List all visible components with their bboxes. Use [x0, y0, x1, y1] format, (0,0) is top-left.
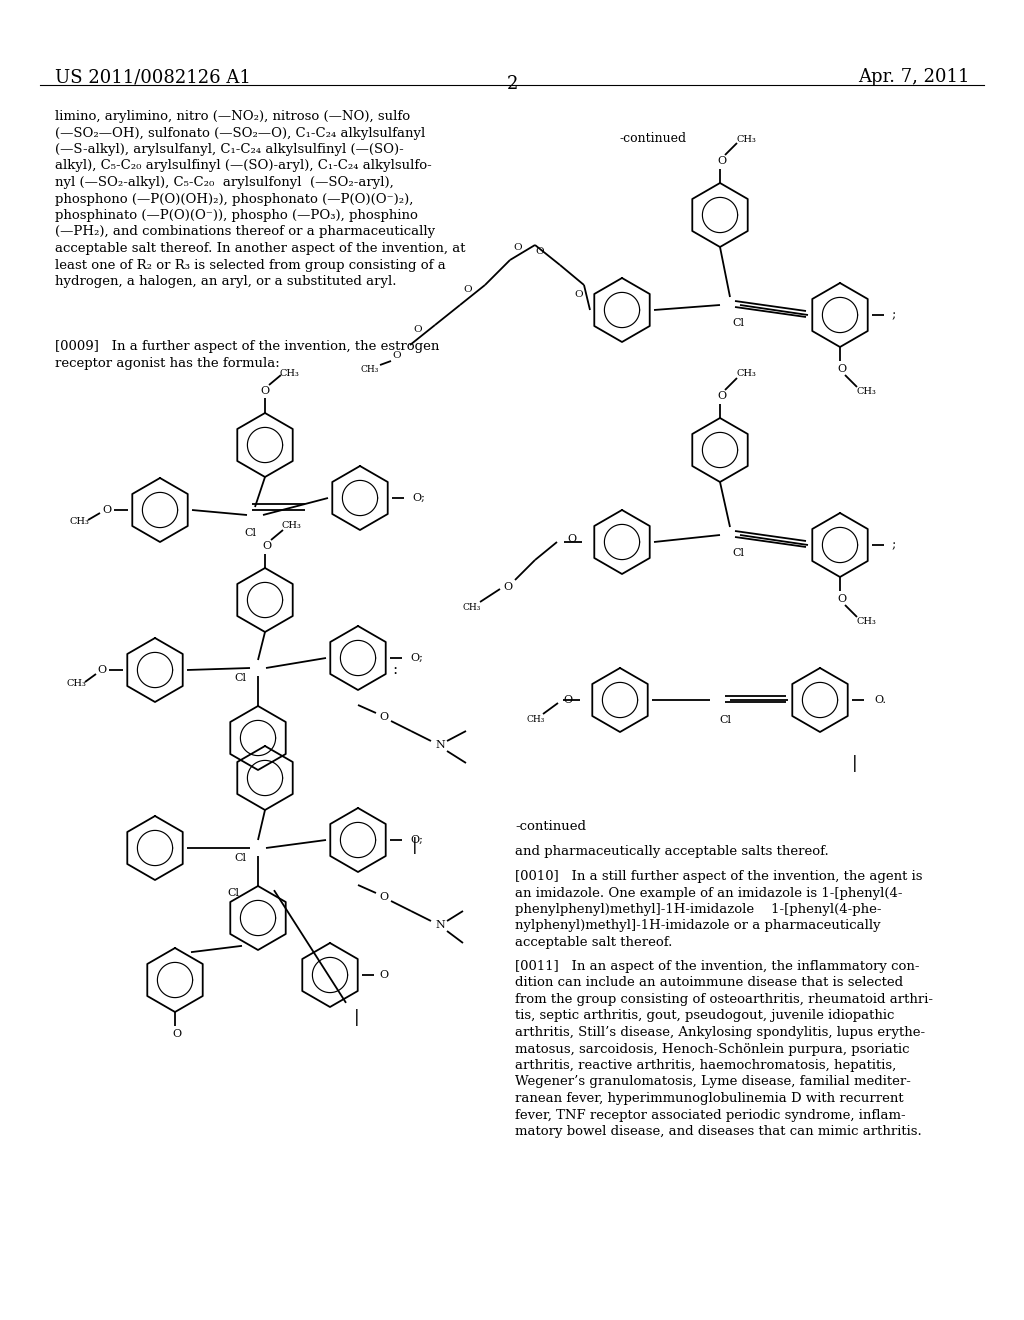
Text: Cl: Cl [227, 888, 239, 898]
Text: O: O [392, 351, 401, 360]
Text: [0011]   In an aspect of the invention, the inflammatory con-
dition can include: [0011] In an aspect of the invention, th… [515, 960, 933, 1138]
Text: Cl: Cl [234, 853, 246, 863]
Text: CH₃: CH₃ [736, 370, 756, 379]
Text: O.: O. [874, 696, 886, 705]
Text: O: O [504, 582, 513, 591]
Text: -continued: -continued [620, 132, 687, 144]
Text: [0009]   In a further aspect of the invention, the estrogen
receptor agonist has: [0009] In a further aspect of the invent… [55, 341, 439, 370]
Text: O: O [718, 156, 727, 166]
Text: |: | [413, 837, 418, 854]
Text: :: : [392, 663, 397, 677]
Text: O: O [838, 594, 847, 605]
Text: CH₃: CH₃ [67, 680, 86, 689]
Text: limino, arylimino, nitro (—NO₂), nitroso (—NO), sulfo
(—SO₂—OH), sulfonato (—SO₂: limino, arylimino, nitro (—NO₂), nitroso… [55, 110, 466, 288]
Text: O: O [414, 326, 422, 334]
Text: O: O [260, 385, 269, 396]
Text: ;: ; [892, 309, 896, 322]
Text: O: O [262, 541, 271, 550]
Text: CH₃: CH₃ [526, 714, 545, 723]
Text: Cl: Cl [234, 673, 246, 682]
Text: CH₃: CH₃ [856, 616, 876, 626]
Text: O: O [574, 290, 584, 300]
Text: O: O [536, 248, 544, 256]
Text: O: O [380, 711, 388, 722]
Text: CH₃: CH₃ [360, 364, 379, 374]
Text: Apr. 7, 2011: Apr. 7, 2011 [858, 69, 970, 86]
Text: O: O [172, 1030, 181, 1039]
Text: O: O [380, 892, 388, 902]
Text: CH₃: CH₃ [463, 603, 481, 612]
Text: CH₃: CH₃ [281, 521, 301, 531]
Text: N: N [435, 741, 444, 750]
Text: O: O [718, 391, 727, 401]
Text: O: O [567, 535, 577, 544]
Text: O: O [463, 285, 472, 294]
Text: US 2011/0082126 A1: US 2011/0082126 A1 [55, 69, 251, 86]
Text: CH₃: CH₃ [69, 517, 89, 527]
Text: O: O [563, 696, 572, 705]
Text: O: O [838, 364, 847, 374]
Text: O;: O; [410, 653, 423, 663]
Text: [0010]   In a still further aspect of the invention, the agent is
an imidazole. : [0010] In a still further aspect of the … [515, 870, 923, 949]
Text: Cl: Cl [732, 318, 744, 327]
Text: O: O [513, 243, 522, 252]
Text: Cl: Cl [719, 715, 731, 725]
Text: 2: 2 [506, 75, 518, 92]
Text: |: | [852, 755, 858, 771]
Text: O: O [97, 665, 106, 675]
Text: O;: O; [412, 492, 425, 503]
Text: O;: O; [410, 836, 423, 845]
Text: Cl: Cl [732, 548, 744, 558]
Text: CH₃: CH₃ [856, 387, 876, 396]
Text: Cl: Cl [244, 528, 256, 539]
Text: |: | [354, 1010, 359, 1027]
Text: O: O [102, 506, 112, 515]
Text: -continued: -continued [515, 820, 586, 833]
Text: ;: ; [892, 539, 896, 552]
Text: CH₃: CH₃ [280, 368, 299, 378]
Text: and pharmaceutically acceptable salts thereof.: and pharmaceutically acceptable salts th… [515, 845, 828, 858]
Text: N: N [435, 920, 444, 931]
Text: CH₃: CH₃ [736, 135, 756, 144]
Text: O: O [380, 970, 388, 979]
